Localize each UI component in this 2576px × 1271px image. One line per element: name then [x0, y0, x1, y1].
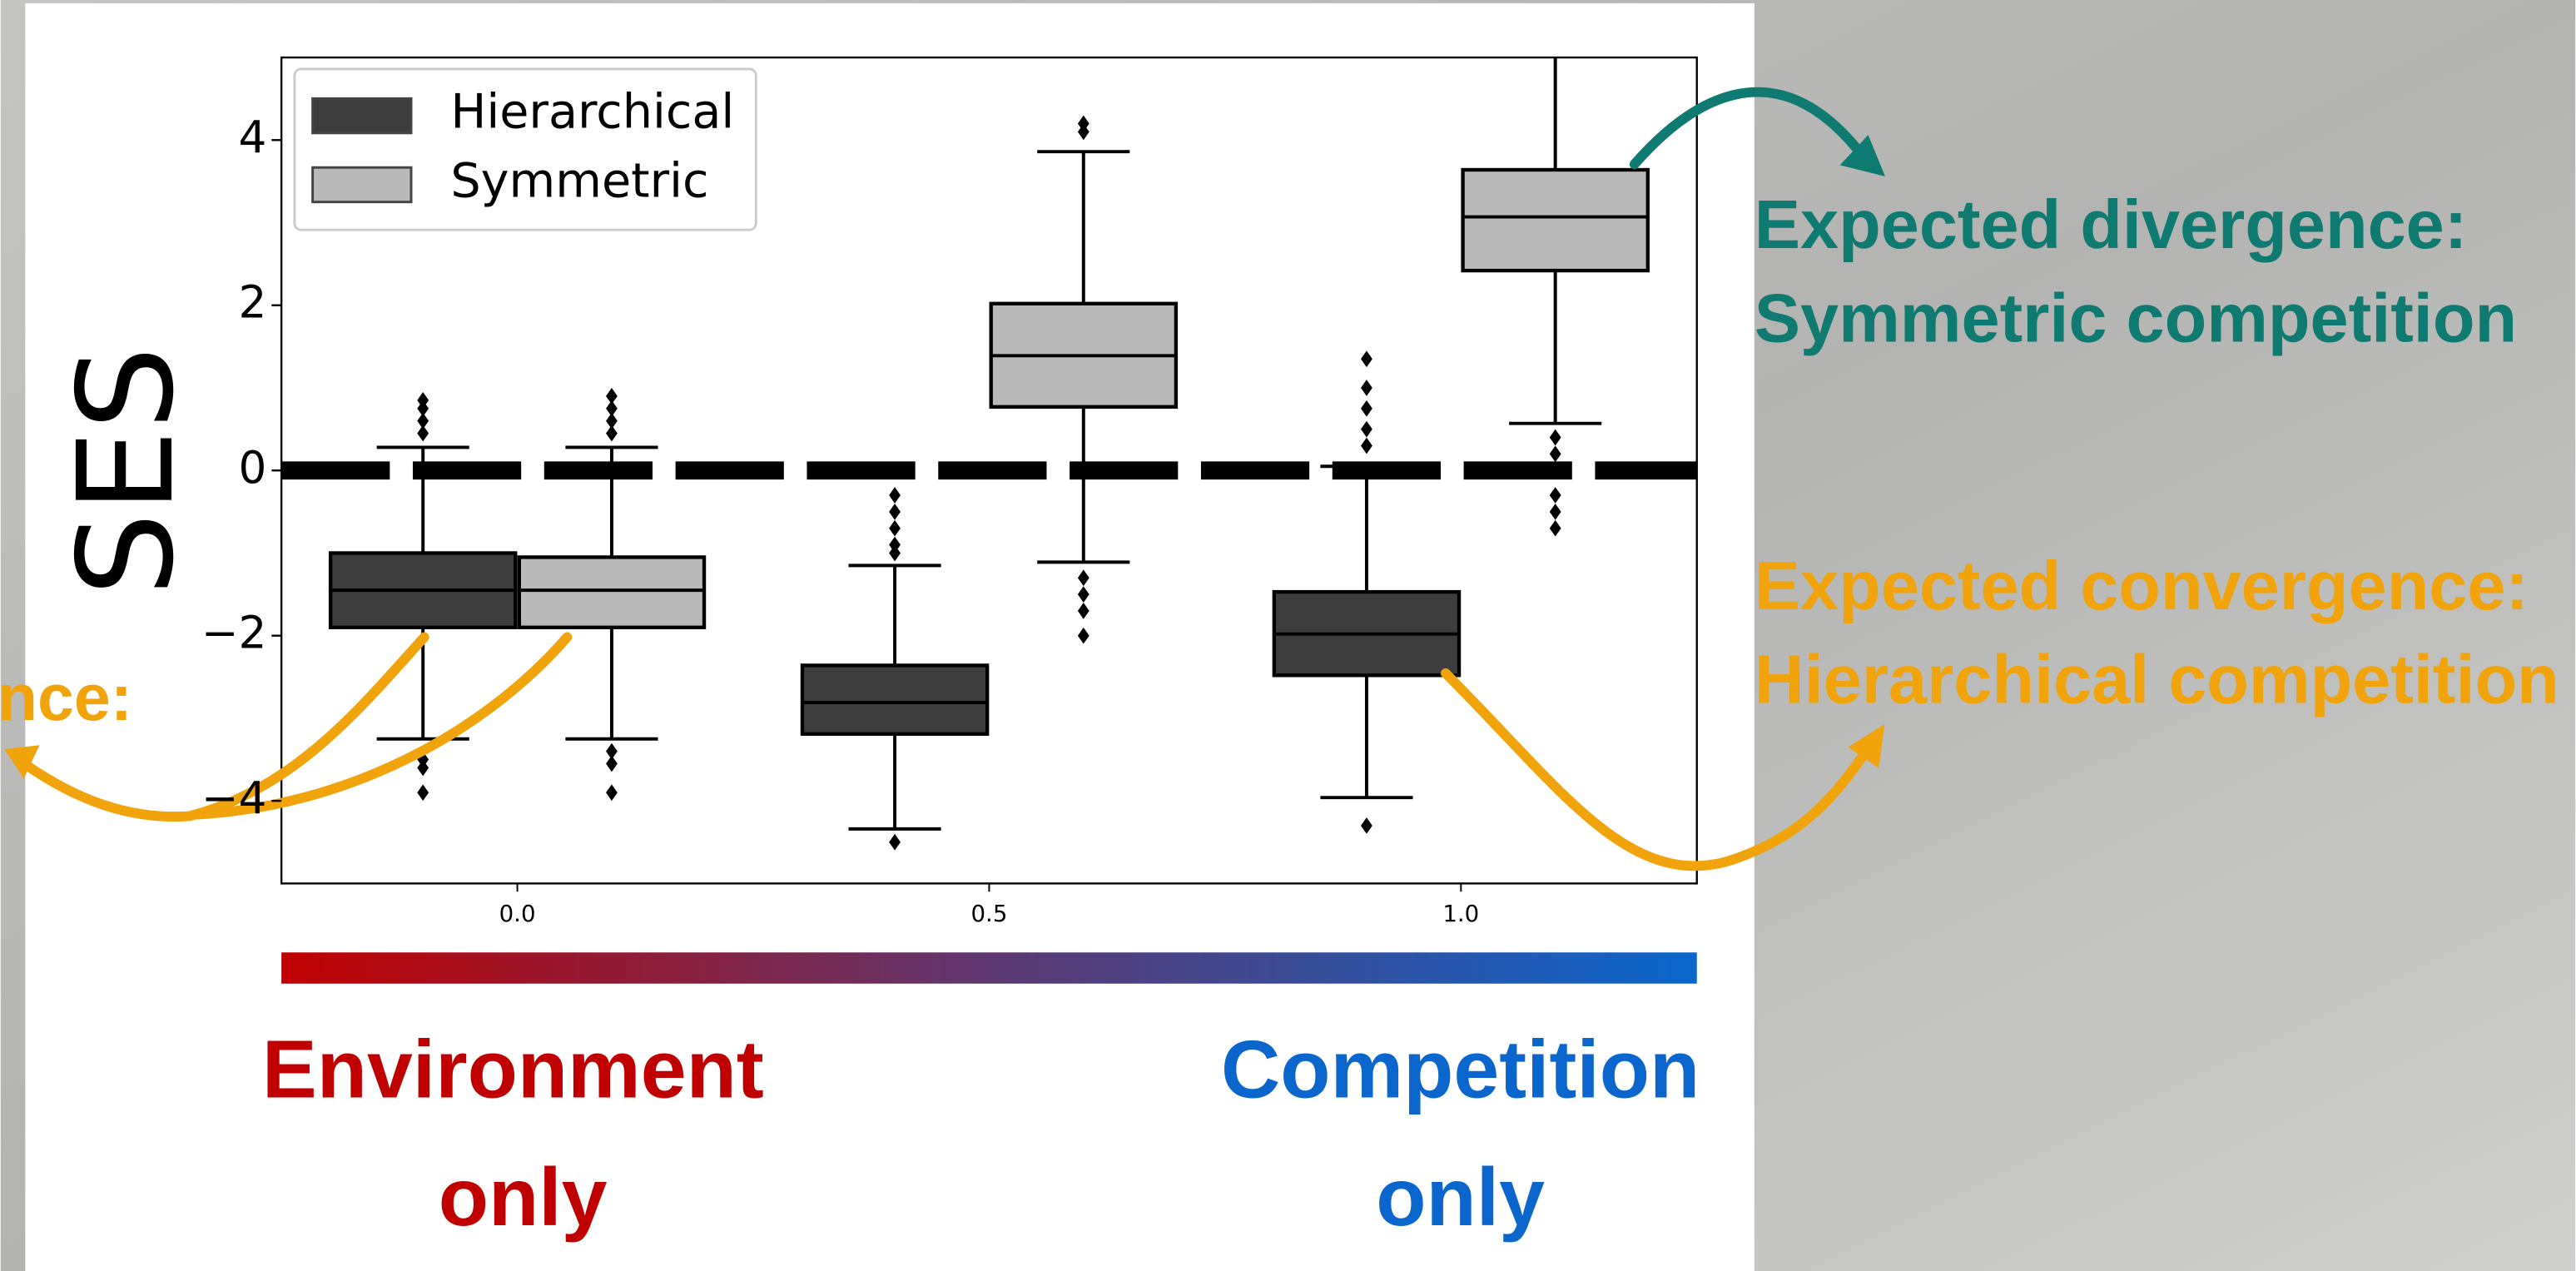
- outlier: [417, 412, 429, 429]
- outlier: [1077, 115, 1089, 132]
- annotation-line: only: [439, 1151, 608, 1243]
- outlier: [889, 503, 901, 520]
- box: [517, 555, 707, 629]
- x-tick-label: 1.0: [1442, 900, 1479, 927]
- box: [800, 663, 990, 736]
- outlier: [1077, 586, 1089, 603]
- outlier: [889, 544, 901, 562]
- annotation-line: Competition: [1221, 1023, 1700, 1115]
- outlier: [1077, 569, 1089, 587]
- outlier: [1549, 487, 1561, 504]
- gradient-bar: [281, 952, 1697, 984]
- outlier: [606, 424, 618, 442]
- outlier: [1077, 123, 1089, 141]
- outlier: [1361, 817, 1372, 834]
- outlier: [417, 784, 429, 802]
- annotation-line: Hierarchical competition: [1755, 641, 2559, 718]
- outlier: [1549, 503, 1561, 520]
- legend-swatch: [311, 97, 413, 135]
- outlier: [606, 412, 618, 429]
- y-tick-label: −4: [201, 772, 267, 824]
- outlier: [417, 759, 429, 777]
- outlier: [1361, 400, 1372, 417]
- plot-content: [281, 57, 1697, 851]
- y-axis-label: SES: [51, 346, 203, 596]
- x-tick-label: 0.5: [970, 900, 1007, 927]
- box: [1461, 167, 1650, 273]
- outlier: [417, 424, 429, 442]
- outlier: [606, 388, 618, 405]
- outlier: [417, 392, 429, 409]
- outlier: [417, 400, 429, 417]
- outlier: [1361, 437, 1372, 454]
- outlier: [1549, 462, 1561, 479]
- outlier: [606, 742, 618, 760]
- annotation-line: Environment: [262, 1023, 764, 1115]
- outlier: [1549, 519, 1561, 537]
- annotation-line: only: [1376, 1151, 1545, 1243]
- legend-label: Hierarchical: [450, 85, 734, 140]
- y-tick-label: 0: [238, 442, 266, 494]
- annotation-line: nce:: [0, 661, 132, 734]
- y-tick-label: −2: [201, 607, 267, 658]
- y-tick-label: 4: [238, 112, 266, 163]
- outlier: [1361, 350, 1372, 368]
- legend-label: Symmetric: [450, 154, 708, 209]
- outlier: [1077, 603, 1089, 619]
- outlier: [1361, 420, 1372, 438]
- annotation-line: Expected divergence:: [1755, 186, 2468, 263]
- y-tick-label: 2: [238, 276, 266, 328]
- outlier: [889, 536, 901, 554]
- outlier: [889, 519, 901, 537]
- annotation-line: Expected convergence:: [1755, 547, 2529, 624]
- outlier: [889, 487, 901, 504]
- outlier: [606, 784, 618, 802]
- outlier: [606, 755, 618, 772]
- outlier: [1361, 380, 1372, 396]
- outlier: [1549, 429, 1561, 446]
- outlier: [1077, 627, 1089, 644]
- outlier: [417, 751, 429, 768]
- outlier: [1549, 445, 1561, 463]
- outlier: [606, 400, 618, 417]
- arrows: [4, 87, 1885, 871]
- x-tick-label: 0.0: [499, 900, 536, 927]
- legend-swatch: [311, 166, 413, 204]
- annotation-line: Symmetric competition: [1755, 280, 2517, 357]
